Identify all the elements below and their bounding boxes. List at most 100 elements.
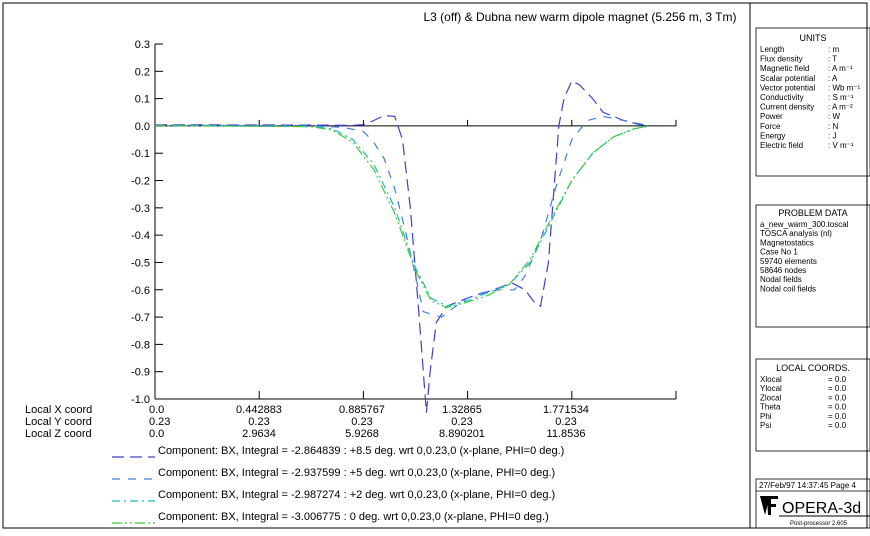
series-line: [154, 115, 651, 318]
coord-value: 0.23: [451, 416, 472, 428]
y-tick-label: 0.3: [135, 39, 150, 51]
units-rows: Length: m Flux density: T Magnetic field: …: [760, 45, 861, 150]
coord-value: 0.442883: [236, 404, 282, 416]
panel-line: Magnetostatics: [760, 238, 814, 247]
units-panel: UNITS Length: m Flux density: T Magnetic f…: [755, 27, 870, 177]
units-title: UNITS: [800, 33, 827, 43]
local-coords-panel: LOCAL COORDS. Xlocal = 0.0 Ylocal = 0.0 Zloc…: [755, 358, 870, 452]
local-rows: Xlocal = 0.0 Ylocal = 0.0 Zlocal = 0.0 Theta = …: [760, 375, 847, 430]
panel-key: Length: [760, 45, 784, 54]
panel-key: Zlocal: [760, 393, 782, 402]
panel-key: Conductivity: [760, 93, 804, 102]
series-line: [154, 125, 651, 309]
y-tick-label: -0.6: [131, 285, 150, 297]
panel-key: Current density: [760, 103, 814, 112]
problem-title: PROBLEM DATA: [778, 208, 847, 218]
units-box: [755, 27, 870, 177]
coord-value: 11.8536: [547, 428, 586, 440]
panel-key: Force: [760, 122, 781, 131]
vf-logo-f-icon: [767, 496, 778, 515]
coord-value: 5.9268: [345, 428, 379, 440]
y-tick-label: 0.0: [135, 121, 150, 133]
series-line: [154, 124, 651, 307]
footer-box: [755, 478, 870, 529]
panel-line: a_new_warm_300.toscal: [760, 220, 849, 229]
panel-value: : N: [828, 122, 838, 131]
panel-value: = 0.0: [828, 393, 847, 402]
coord-value: 0.23: [351, 416, 372, 428]
panel-key: Electric field: [760, 141, 803, 150]
outer-frame: [2, 2, 868, 529]
panel-key: Energy: [760, 131, 785, 140]
y-tick-label: -0.5: [131, 257, 150, 269]
y-tick-label: -0.2: [131, 176, 150, 188]
panel-key: Psi: [760, 421, 771, 430]
legend-entry: Component: BX, Integral = -2.937599 : +5…: [158, 467, 555, 479]
panel-key: Xlocal: [760, 375, 782, 384]
panel-key: Flux density: [760, 55, 803, 64]
y-tick-label: -0.4: [131, 230, 150, 242]
panel-value: : T: [828, 55, 837, 64]
panel-value: : A m⁻¹: [828, 64, 853, 73]
coord-value: 1.771534: [543, 404, 589, 416]
panel-value: : W: [828, 112, 840, 121]
panel-line: Case No 1: [760, 248, 798, 257]
legend-entry: Component: BX, Integral = -2.987274 : +2…: [158, 489, 555, 501]
legend: Component: BX, Integral = -2.864839 : +8…: [112, 445, 564, 524]
y-tick-label: -0.3: [131, 203, 150, 215]
panel-value: : J: [828, 131, 836, 140]
panel-line: Nodal fields: [760, 275, 802, 284]
panel-line: 59740 elements: [760, 257, 817, 266]
legend-entry: Component: BX, Integral = -2.864839 : +8…: [158, 445, 564, 457]
chart-title: L3 (off) & Dubna new warm dipole magnet …: [423, 10, 736, 24]
panel-value: = 0.0: [828, 384, 847, 393]
coord-label: Local X coord: [25, 404, 92, 416]
coord-label: Local Y coord: [25, 416, 92, 428]
coord-value: 0.0: [149, 428, 164, 440]
panel-key: Power: [760, 112, 783, 121]
axes: [154, 43, 677, 400]
coord-value: 2.9634: [242, 428, 276, 440]
legend-entry: Component: BX, Integral = -3.006775 : 0 …: [158, 511, 549, 523]
y-tick-label: 0.2: [135, 66, 150, 78]
panel-key: Phi: [760, 412, 772, 421]
panel-key: Theta: [760, 403, 781, 412]
y-tick-label: -0.1: [131, 148, 150, 160]
local-box: [755, 358, 870, 452]
panel-line: TOSCA analysis (nl): [760, 229, 832, 238]
panel-value: : S m⁻¹: [828, 93, 854, 102]
problem-panel: PROBLEM DATA a_new_warm_300.toscalTOSCA …: [755, 204, 870, 328]
panel-line: Nodal coil fields: [760, 284, 816, 293]
panel-value: : A: [828, 74, 838, 83]
panel-value: = 0.0: [828, 403, 847, 412]
panel-line: 58646 nodes: [760, 266, 806, 275]
y-tick-label: -0.9: [131, 367, 150, 379]
panel-value: : Wb m⁻¹: [828, 83, 861, 92]
y-tick-label: -1.0: [131, 394, 150, 406]
y-tick-label: -0.7: [131, 312, 150, 324]
coord-value: 0.23: [149, 416, 170, 428]
panel-value: : V m⁻¹: [828, 141, 854, 150]
panel-key: Scalar potential: [760, 74, 815, 83]
postprocessor-version: Post-processor 2.605: [790, 521, 848, 527]
panel-value: = 0.0: [828, 412, 847, 421]
y-tick-labels: 0.3 0.2 0.1 0.0 -0.1 -0.2 -0.3 -0.4 -0.5 -0.6 -0.7…: [131, 39, 150, 406]
panel-value: = 0.0: [828, 375, 847, 384]
panel-key: Ylocal: [760, 384, 782, 393]
opera-logo: OPERA-3d: [782, 500, 861, 517]
coord-value: 8.890201: [439, 428, 485, 440]
footer-stamp: 27/Feb/97 14:37:45 Page 4: [759, 481, 857, 490]
coord-value: 0.23: [555, 416, 576, 428]
coord-label: Local Z coord: [25, 428, 92, 440]
problem-box: [755, 204, 870, 328]
coord-table: Local X coord 0.0 0.442883 0.885767 1.32865 1…: [25, 404, 589, 440]
panel-key: Vector potential: [760, 83, 815, 92]
series-lines: [154, 80, 651, 413]
coord-value: 1.32865: [442, 404, 482, 416]
panel-key: Magnetic field: [760, 64, 809, 73]
coord-value: 0.23: [248, 416, 269, 428]
series-line: [154, 80, 651, 413]
